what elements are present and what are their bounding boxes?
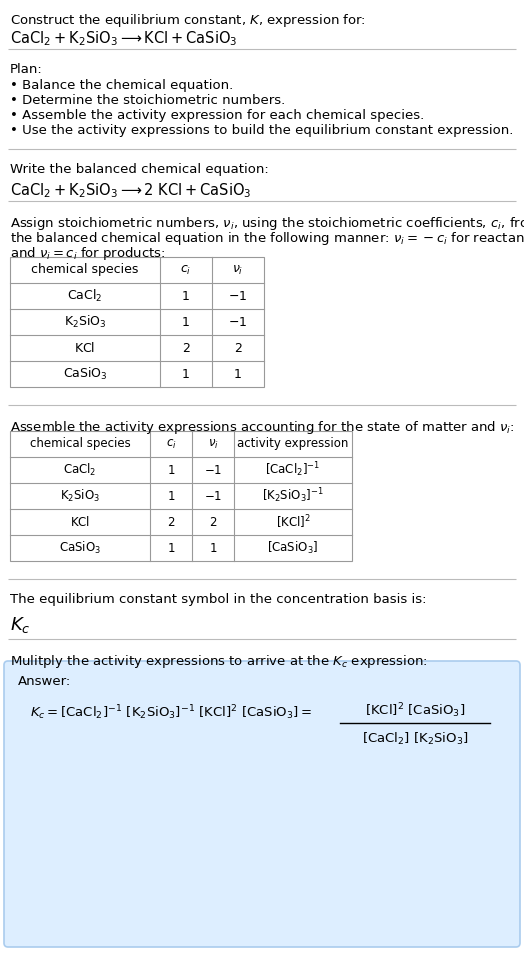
Text: $-1$: $-1$ bbox=[228, 315, 248, 329]
Text: $\mathrm{CaCl_2 + K_2SiO_3 \longrightarrow 2\ KCl + CaSiO_3}$: $\mathrm{CaCl_2 + K_2SiO_3 \longrightarr… bbox=[10, 181, 252, 200]
Text: $-1$: $-1$ bbox=[228, 289, 248, 303]
Text: Assemble the activity expressions accounting for the state of matter and $\nu_i$: Assemble the activity expressions accoun… bbox=[10, 419, 515, 436]
Text: $\mathrm{CaSiO_3}$: $\mathrm{CaSiO_3}$ bbox=[59, 540, 101, 556]
Text: $c_i$: $c_i$ bbox=[180, 264, 192, 277]
Text: $[\mathrm{CaSiO_3}]$: $[\mathrm{CaSiO_3}]$ bbox=[267, 540, 319, 556]
Bar bbox=[10, 257, 264, 387]
Text: $\mathrm{CaCl_2 + K_2SiO_3 \longrightarrow KCl + CaSiO_3}$: $\mathrm{CaCl_2 + K_2SiO_3 \longrightarr… bbox=[10, 29, 237, 48]
Text: 1: 1 bbox=[182, 315, 190, 329]
Text: 1: 1 bbox=[182, 289, 190, 303]
Text: Answer:: Answer: bbox=[18, 675, 71, 688]
Text: $-1$: $-1$ bbox=[204, 463, 222, 477]
Text: $\mathrm{CaCl_2}$: $\mathrm{CaCl_2}$ bbox=[68, 288, 103, 304]
Text: $\mathrm{KCl}$: $\mathrm{KCl}$ bbox=[74, 341, 95, 355]
Text: 2: 2 bbox=[182, 342, 190, 354]
Text: $\mathrm{K_2SiO_3}$: $\mathrm{K_2SiO_3}$ bbox=[64, 314, 106, 330]
Text: 1: 1 bbox=[234, 368, 242, 380]
Text: $[\mathrm{CaCl_2}]^{-1}$: $[\mathrm{CaCl_2}]^{-1}$ bbox=[265, 460, 321, 479]
Text: 1: 1 bbox=[167, 541, 174, 555]
Text: $[\mathrm{KCl}]^2$: $[\mathrm{KCl}]^2$ bbox=[276, 513, 310, 531]
Text: 1: 1 bbox=[209, 541, 217, 555]
Text: 1: 1 bbox=[182, 368, 190, 380]
Bar bbox=[10, 431, 352, 561]
Text: 1: 1 bbox=[167, 490, 174, 502]
Text: $\mathrm{CaSiO_3}$: $\mathrm{CaSiO_3}$ bbox=[63, 366, 107, 382]
Text: $-1$: $-1$ bbox=[204, 490, 222, 502]
Text: • Assemble the activity expression for each chemical species.: • Assemble the activity expression for e… bbox=[10, 109, 424, 122]
Text: $\nu_i$: $\nu_i$ bbox=[208, 437, 219, 451]
Text: 2: 2 bbox=[167, 516, 174, 528]
Text: chemical species: chemical species bbox=[31, 264, 139, 277]
Text: The equilibrium constant symbol in the concentration basis is:: The equilibrium constant symbol in the c… bbox=[10, 593, 427, 606]
Text: $c_i$: $c_i$ bbox=[166, 437, 177, 451]
Text: activity expression: activity expression bbox=[237, 437, 348, 451]
Text: 2: 2 bbox=[234, 342, 242, 354]
Text: • Determine the stoichiometric numbers.: • Determine the stoichiometric numbers. bbox=[10, 94, 285, 107]
Text: $\mathrm{K_2SiO_3}$: $\mathrm{K_2SiO_3}$ bbox=[60, 488, 100, 504]
Text: Mulitply the activity expressions to arrive at the $K_c$ expression:: Mulitply the activity expressions to arr… bbox=[10, 653, 428, 670]
Text: • Use the activity expressions to build the equilibrium constant expression.: • Use the activity expressions to build … bbox=[10, 124, 514, 137]
Text: $[\mathrm{CaCl_2}]\ [\mathrm{K_2SiO_3}]$: $[\mathrm{CaCl_2}]\ [\mathrm{K_2SiO_3}]$ bbox=[362, 731, 468, 747]
Text: 1: 1 bbox=[167, 463, 174, 477]
Text: $\mathrm{KCl}$: $\mathrm{KCl}$ bbox=[70, 515, 90, 529]
Text: $[\mathrm{K_2SiO_3}]^{-1}$: $[\mathrm{K_2SiO_3}]^{-1}$ bbox=[262, 487, 324, 505]
Text: Construct the equilibrium constant, $K$, expression for:: Construct the equilibrium constant, $K$,… bbox=[10, 12, 366, 29]
Text: and $\nu_i = c_i$ for products:: and $\nu_i = c_i$ for products: bbox=[10, 245, 166, 262]
Text: $[\mathrm{KCl}]^2\ [\mathrm{CaSiO_3}]$: $[\mathrm{KCl}]^2\ [\mathrm{CaSiO_3}]$ bbox=[365, 702, 465, 720]
Text: Plan:: Plan: bbox=[10, 63, 43, 76]
Text: $K_c$: $K_c$ bbox=[10, 615, 30, 635]
Text: 2: 2 bbox=[209, 516, 217, 528]
Text: $\nu_i$: $\nu_i$ bbox=[232, 264, 244, 277]
Text: $K_c = [\mathrm{CaCl_2}]^{-1}\ [\mathrm{K_2SiO_3}]^{-1}\ [\mathrm{KCl}]^2\ [\mat: $K_c = [\mathrm{CaCl_2}]^{-1}\ [\mathrm{… bbox=[30, 703, 312, 722]
Text: chemical species: chemical species bbox=[30, 437, 130, 451]
Text: • Balance the chemical equation.: • Balance the chemical equation. bbox=[10, 79, 233, 92]
FancyBboxPatch shape bbox=[4, 661, 520, 947]
Text: $\mathrm{CaCl_2}$: $\mathrm{CaCl_2}$ bbox=[63, 462, 97, 478]
Text: Write the balanced chemical equation:: Write the balanced chemical equation: bbox=[10, 163, 269, 176]
Text: the balanced chemical equation in the following manner: $\nu_i = -c_i$ for react: the balanced chemical equation in the fo… bbox=[10, 230, 524, 247]
Text: Assign stoichiometric numbers, $\nu_i$, using the stoichiometric coefficients, $: Assign stoichiometric numbers, $\nu_i$, … bbox=[10, 215, 524, 232]
